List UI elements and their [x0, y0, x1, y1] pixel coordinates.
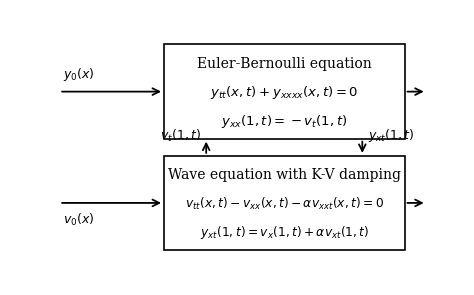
Bar — [164, 45, 405, 139]
Text: $y_0(x)$: $y_0(x)$ — [63, 65, 95, 83]
Text: $v_t(1,t)$: $v_t(1,t)$ — [160, 128, 201, 144]
Text: $v_0(x)$: $v_0(x)$ — [63, 212, 94, 228]
Text: $y_{xx}(1,t) = -v_t(1,t)$: $y_{xx}(1,t) = -v_t(1,t)$ — [221, 113, 347, 130]
Text: $y_{xt}(1,t)$: $y_{xt}(1,t)$ — [368, 127, 414, 144]
Bar — [164, 156, 405, 250]
Text: $v_{tt}(x,t) - v_{xx}(x,t) - \alpha v_{xxt}(x,t) = 0$: $v_{tt}(x,t) - v_{xx}(x,t) - \alpha v_{x… — [185, 196, 384, 212]
Text: $y_{xt}(1,t) = v_x(1,t) + \alpha v_{xt}(1,t)$: $y_{xt}(1,t) = v_x(1,t) + \alpha v_{xt}(… — [200, 224, 369, 241]
Text: $y_{tt}(x,t) + y_{xxxx}(x,t) = 0$: $y_{tt}(x,t) + y_{xxxx}(x,t) = 0$ — [210, 84, 358, 101]
Text: Euler-Bernoulli equation: Euler-Bernoulli equation — [197, 57, 372, 71]
Text: Wave equation with K-V damping: Wave equation with K-V damping — [168, 168, 401, 182]
